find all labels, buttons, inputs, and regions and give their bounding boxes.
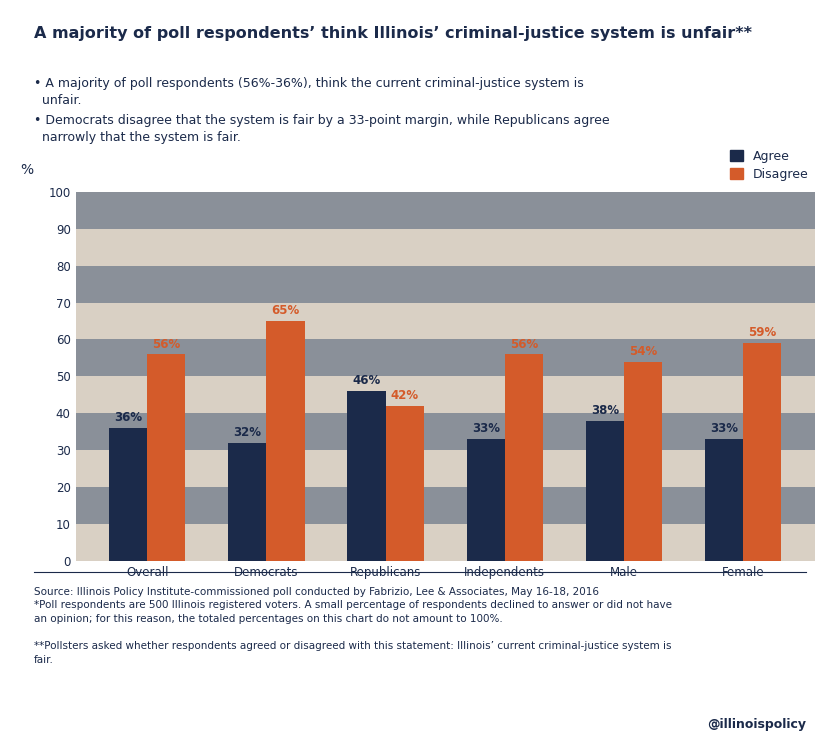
Text: Source: Illinois Policy Institute-commissioned poll conducted by Fabrizio, Lee &: Source: Illinois Policy Institute-commis…	[34, 587, 672, 665]
Text: @illinoispolicy: @illinoispolicy	[707, 717, 806, 731]
Text: • A majority of poll respondents (56%-36%), think the current criminal-justice s: • A majority of poll respondents (56%-36…	[34, 77, 583, 108]
Text: 59%: 59%	[748, 326, 776, 339]
Text: 56%: 56%	[510, 337, 538, 351]
Text: %: %	[20, 163, 34, 177]
Text: 42%: 42%	[391, 389, 418, 402]
Bar	[705, 439, 743, 561]
Text: 33%: 33%	[472, 422, 500, 435]
Bar	[228, 443, 266, 561]
Bar	[76, 229, 815, 266]
Bar	[76, 303, 815, 339]
Text: 56%: 56%	[152, 337, 181, 351]
Bar	[76, 524, 815, 561]
Bar	[76, 450, 815, 487]
Bar	[147, 354, 186, 561]
Bar	[624, 362, 662, 561]
Bar	[76, 376, 815, 413]
Bar	[266, 321, 305, 561]
Bar	[76, 487, 815, 524]
Text: 54%: 54%	[629, 345, 657, 358]
Bar	[76, 339, 815, 376]
Bar	[467, 439, 505, 561]
Text: 36%: 36%	[114, 411, 142, 424]
Bar	[76, 413, 815, 450]
Bar	[348, 391, 386, 561]
Text: A majority of poll respondentsʼ think Illinoisʼ criminal-justice system is unfai: A majority of poll respondentsʼ think Il…	[34, 26, 752, 41]
Bar	[743, 343, 781, 561]
Bar	[76, 266, 815, 303]
Text: • Democrats disagree that the system is fair by a 33-point margin, while Republi: • Democrats disagree that the system is …	[34, 114, 609, 145]
Text: 32%: 32%	[234, 426, 261, 439]
Bar	[386, 406, 423, 561]
Text: 38%: 38%	[591, 404, 619, 417]
Bar	[109, 428, 147, 561]
Text: 33%: 33%	[710, 422, 738, 435]
Legend: Agree, Disagree: Agree, Disagree	[730, 150, 809, 181]
Text: 65%: 65%	[271, 304, 300, 317]
Bar	[505, 354, 543, 561]
Text: 46%: 46%	[353, 374, 381, 387]
Bar	[76, 192, 815, 229]
Bar	[585, 421, 624, 561]
